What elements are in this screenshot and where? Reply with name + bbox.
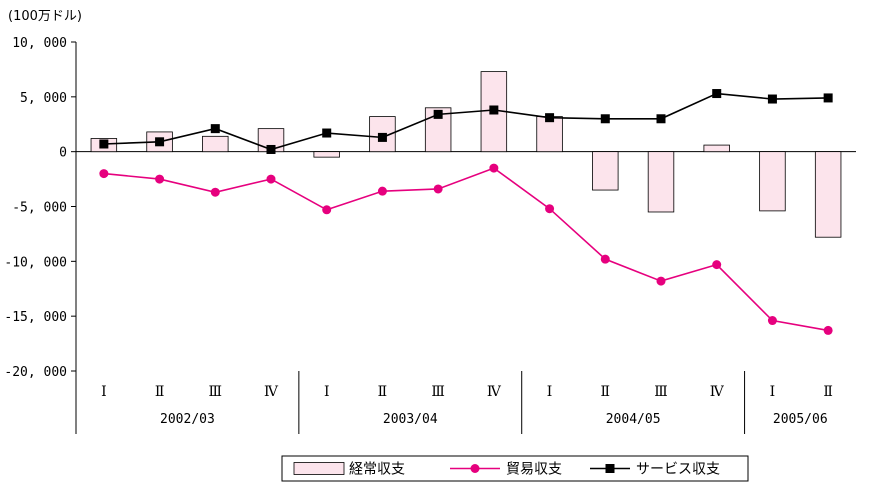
- y-tick-label: 10, 000: [12, 36, 67, 51]
- bar-current-account: [814, 151, 842, 238]
- line-layer: [99, 89, 833, 335]
- bar-current-account: [703, 144, 730, 153]
- point-services-balance: [767, 94, 777, 104]
- point-trade-balance: [823, 325, 833, 335]
- legend-label: 経常収支: [349, 462, 405, 478]
- point-services-balance: [712, 89, 722, 99]
- point-services-balance: [266, 144, 276, 154]
- point-trade-balance: [712, 260, 722, 270]
- point-trade-balance: [377, 186, 387, 196]
- x-quarter-label: Ⅱ: [823, 384, 833, 400]
- point-services-balance: [656, 114, 666, 124]
- bar-current-account: [647, 151, 675, 213]
- series-line-trade: [103, 167, 829, 332]
- legend: 経常収支 貿易収支 サービス収支: [281, 455, 749, 482]
- bar-current-account: [759, 151, 786, 212]
- point-services-balance: [210, 124, 220, 134]
- point-trade-balance: [656, 276, 666, 286]
- bar-current-account: [592, 151, 619, 191]
- x-quarter-label: Ⅱ: [378, 384, 388, 400]
- point-services-balance: [322, 128, 332, 138]
- x-quarter-label: Ⅲ: [654, 384, 668, 400]
- legend-swatch-current-account: [293, 462, 345, 475]
- axes-layer: 10, 000 5, 000 0 -5, 000 -10, 000 -15, 000 -20…: [4, 36, 856, 380]
- legend-swatch-trade-marker: [470, 464, 480, 473]
- x-quarter-label: Ⅳ: [487, 384, 502, 400]
- point-trade-balance: [210, 187, 220, 197]
- point-services-balance: [600, 114, 610, 124]
- point-services-balance: [489, 105, 499, 115]
- x-group-label: 2003/04: [383, 412, 438, 427]
- y-tick-label: -20, 000: [4, 365, 67, 380]
- x-quarter-label: Ⅳ: [264, 384, 279, 400]
- y-tick-label: -5, 000: [12, 201, 67, 216]
- x-quarter-label: Ⅰ: [547, 384, 553, 400]
- legend-box: [281, 455, 749, 482]
- x-quarter-label: Ⅰ: [101, 384, 107, 400]
- y-tick-label: -15, 000: [4, 310, 67, 325]
- point-services-balance: [433, 109, 443, 119]
- point-trade-balance: [545, 204, 555, 214]
- point-services-balance: [99, 139, 109, 149]
- x-quarter-label: Ⅱ: [601, 384, 611, 400]
- point-trade-balance: [433, 184, 443, 194]
- bar-current-account: [202, 135, 229, 153]
- legend-swatch-services-marker: [605, 464, 615, 473]
- point-trade-balance: [266, 174, 276, 184]
- point-services-balance: [823, 93, 833, 103]
- x-group-label: 2004/05: [606, 412, 661, 427]
- point-services-balance: [377, 132, 387, 142]
- point-services-balance: [155, 137, 165, 147]
- y-tick-label: -10, 000: [4, 255, 67, 270]
- legend-label: 貿易収支: [506, 462, 562, 478]
- x-group-label: 2002/03: [160, 412, 215, 427]
- point-trade-balance: [155, 174, 165, 184]
- y-unit-label: (100万ドル): [8, 9, 82, 24]
- series-line-services: [103, 92, 829, 151]
- legend-label: サービス収支: [636, 462, 720, 478]
- point-trade-balance: [99, 169, 109, 179]
- x-quarter-label: Ⅳ: [710, 384, 725, 400]
- x-quarter-label: Ⅲ: [209, 384, 223, 400]
- point-trade-balance: [600, 254, 610, 264]
- bar-current-account: [313, 151, 340, 158]
- x-quarter-label: Ⅱ: [155, 384, 165, 400]
- point-trade-balance: [767, 316, 777, 326]
- y-tick-label: 5, 000: [20, 91, 67, 106]
- y-tick-label: 0: [59, 146, 67, 161]
- x-axis-layer: Ⅰ Ⅱ Ⅲ Ⅳ Ⅰ Ⅱ Ⅲ Ⅳ Ⅰ Ⅱ Ⅲ Ⅳ Ⅰ Ⅱ 2002/03 2003/04 2004/05 2005/…: [75, 371, 833, 434]
- point-services-balance: [545, 113, 555, 123]
- point-trade-balance: [489, 163, 499, 173]
- x-quarter-label: Ⅰ: [770, 384, 776, 400]
- x-quarter-label: Ⅲ: [431, 384, 445, 400]
- x-quarter-label: Ⅰ: [324, 384, 330, 400]
- x-group-label: 2005/06: [773, 412, 828, 427]
- point-trade-balance: [322, 205, 332, 215]
- bar-layer: [90, 71, 842, 238]
